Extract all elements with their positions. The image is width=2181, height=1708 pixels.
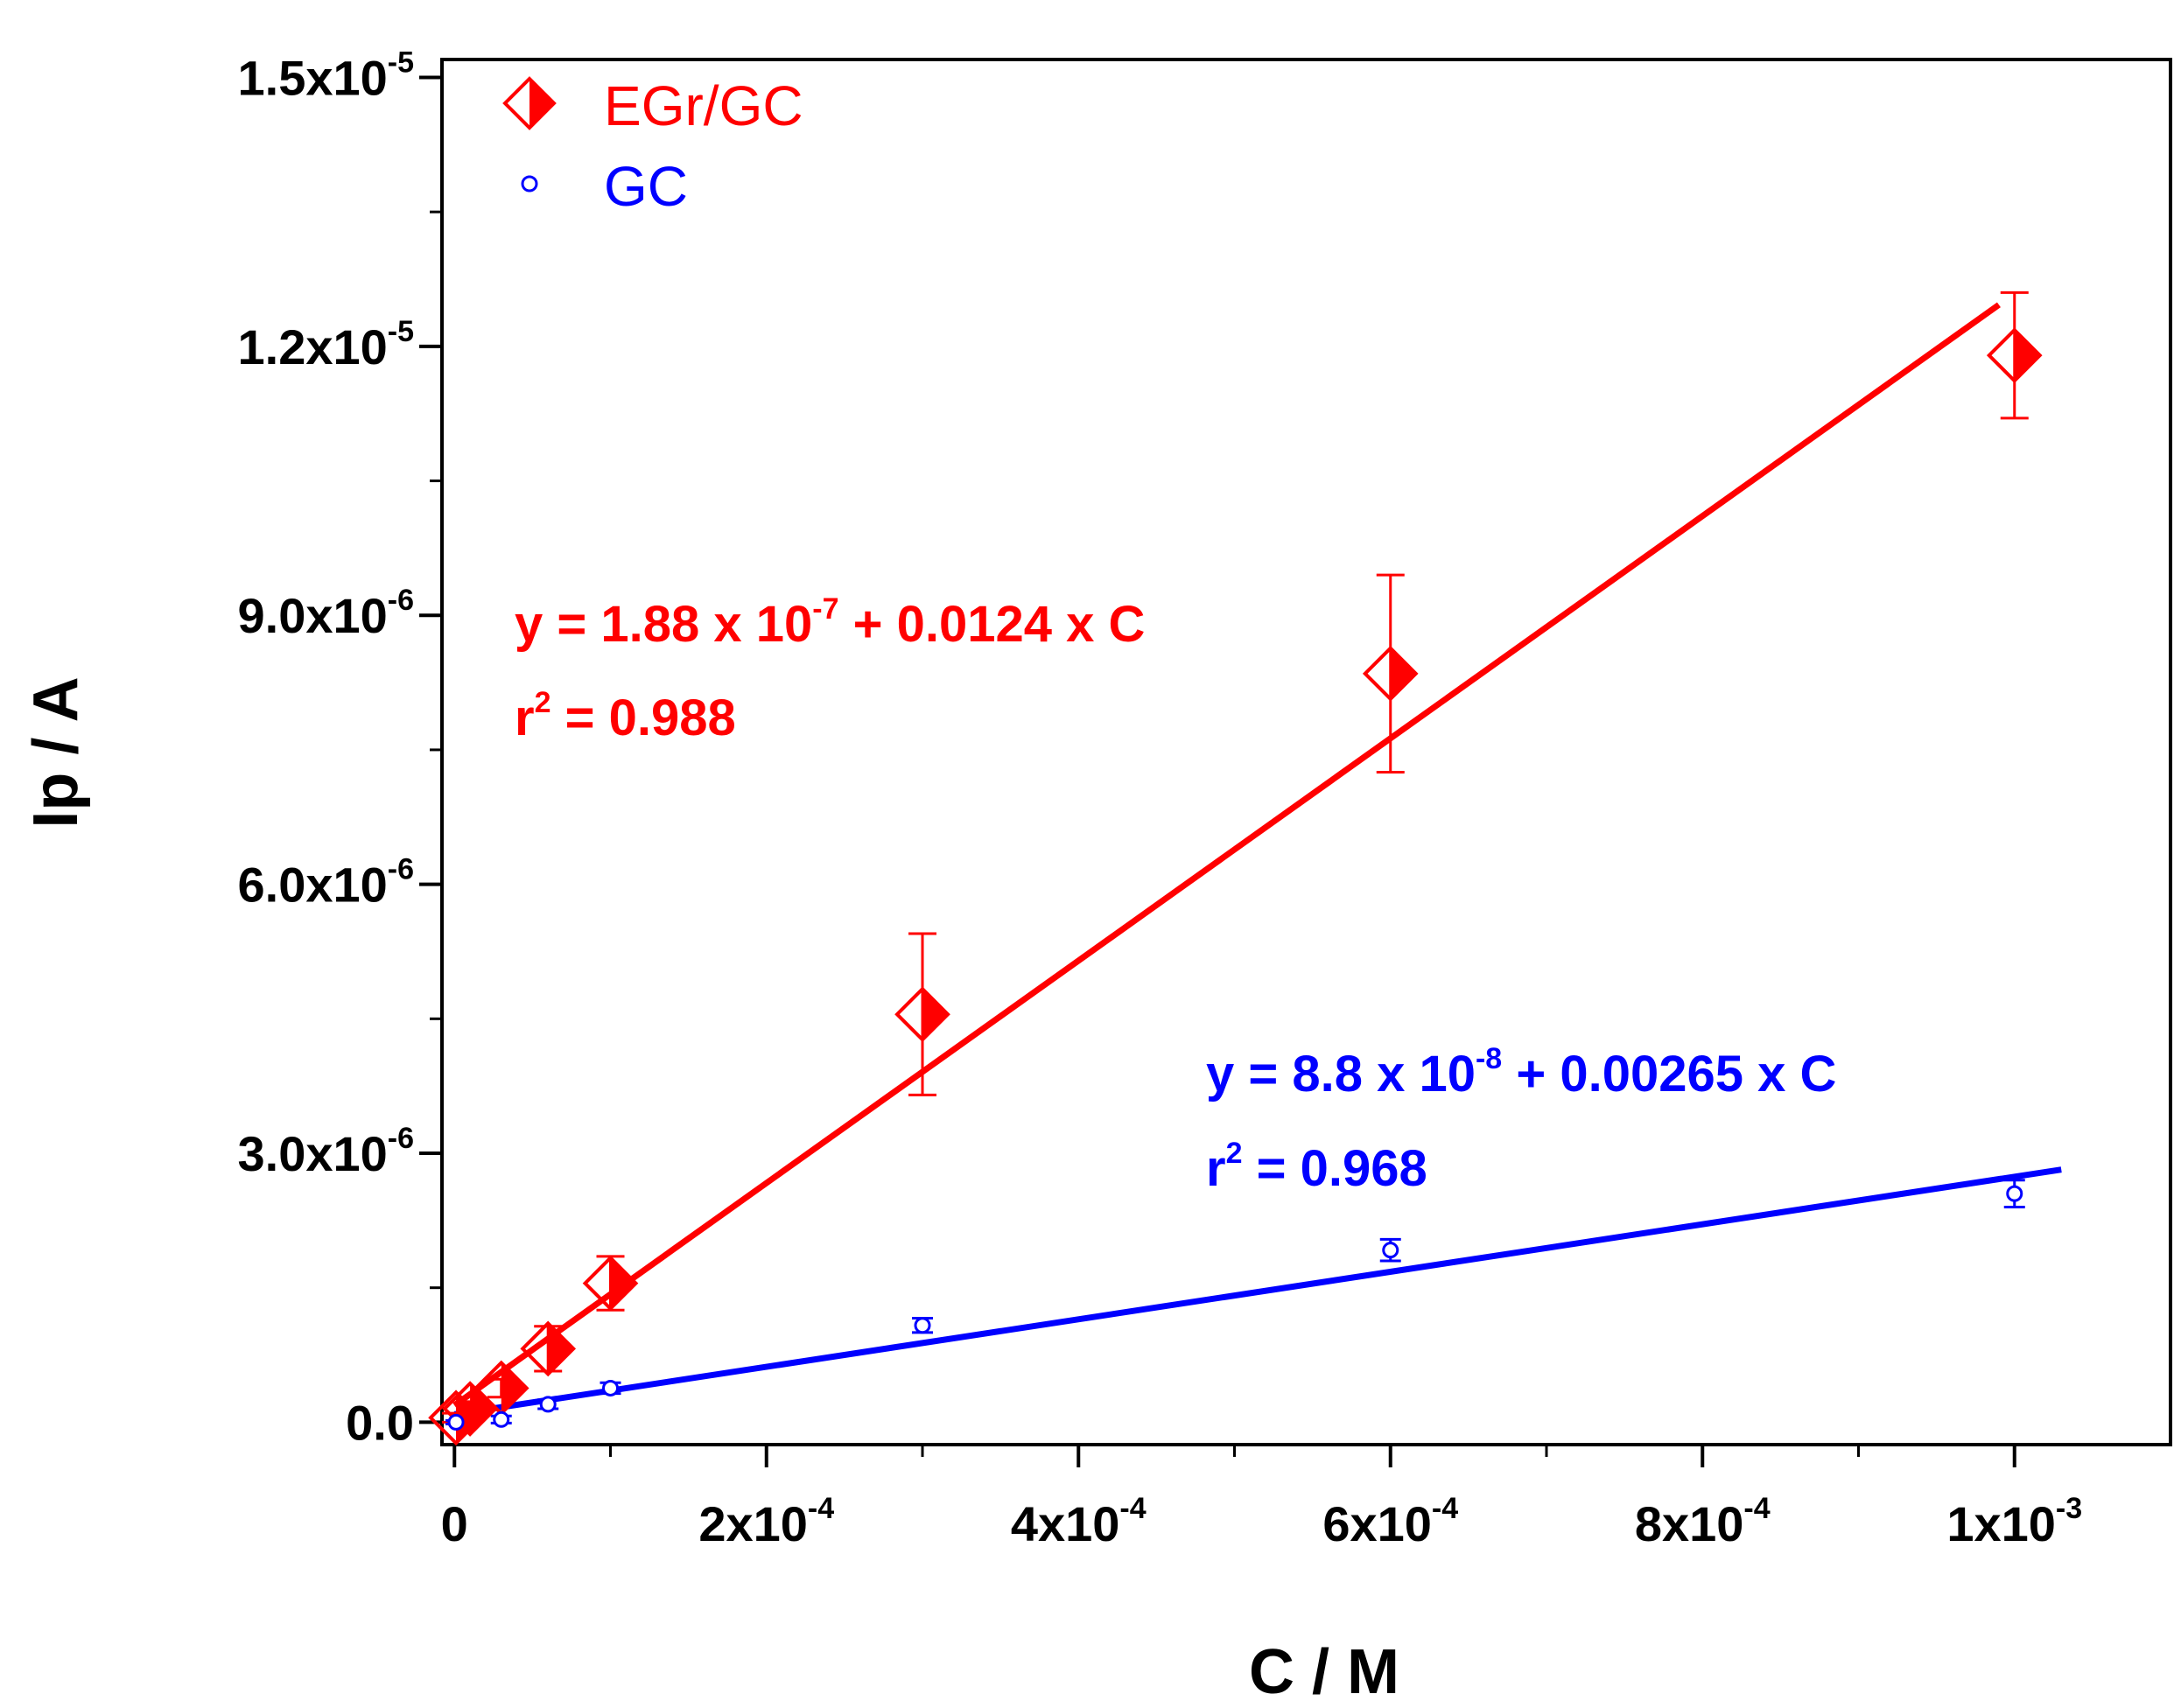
r2-egr-gc-line: r2 = 0.988	[515, 686, 736, 746]
tick-labels: 0 2x10-4 4x10-4 6x10-4 8x10-4 1x10-3 0.0 3.0x10…	[237, 46, 2082, 1551]
equation-gc-line: y = 8.8 x 10-8 + 0.00265 x C	[1206, 1042, 1836, 1102]
point-gc	[493, 1410, 510, 1428]
point-egr-gc-fill	[548, 1323, 574, 1375]
legend-diamond-marker-outline	[502, 76, 557, 130]
point-gc	[602, 1379, 620, 1396]
legend-label-gc: GC	[604, 155, 688, 218]
r2-gc-line: r2 = 0.968	[1206, 1137, 1427, 1197]
equation-egr-gc: y = 1.88 x 10-7 + 0.0124 x C r2 = 0.988	[515, 592, 1145, 746]
x-tick-label: 1x10-3	[1946, 1492, 2082, 1551]
legend-circle-marker	[521, 175, 538, 192]
fit-line-egr-gc	[452, 302, 2001, 1408]
x-tick-label: 2x10-4	[698, 1492, 834, 1551]
point-egr-gc-fill	[456, 1392, 482, 1444]
point-egr-gc-outline	[520, 1320, 577, 1377]
point-egr-gc-outline	[1362, 646, 1419, 702]
point-egr-gc-outline	[894, 986, 950, 1043]
fit-lines	[452, 302, 2062, 1418]
point-egr-gc	[582, 1255, 639, 1312]
point-egr-gc-outline	[582, 1255, 639, 1312]
y-tick-label: 1.5x10-5	[237, 46, 414, 105]
x-tick-label: 6x10-4	[1322, 1492, 1458, 1551]
error-bars	[442, 290, 2029, 1425]
equation-egr-gc-line: y = 1.88 x 10-7 + 0.0124 x C	[515, 592, 1145, 653]
x-tick-label: 0	[441, 1496, 468, 1551]
point-egr-gc-fill	[610, 1257, 636, 1309]
y-tick-label: 0.0	[346, 1395, 414, 1450]
point-egr-gc-fill	[922, 989, 949, 1040]
point-egr-gc-outline	[1986, 327, 2043, 383]
legend-marker-gc	[521, 175, 538, 192]
point-egr-gc	[1362, 646, 1419, 702]
point-egr-gc	[894, 986, 950, 1043]
point-gc	[1382, 1242, 1399, 1259]
point-egr-gc	[1986, 327, 2043, 383]
legend-diamond-marker	[502, 76, 557, 130]
point-egr-gc	[520, 1320, 577, 1377]
point-egr-gc-fill	[2014, 330, 2040, 382]
legend: EGr/GC GC	[502, 74, 803, 218]
y-tick-label: 1.2x10-5	[237, 315, 414, 374]
point-egr-gc-fill	[501, 1362, 527, 1414]
x-tick-label: 8x10-4	[1635, 1492, 1771, 1551]
data-points	[428, 327, 2043, 1446]
equation-gc: y = 8.8 x 10-8 + 0.00265 x C r2 = 0.968	[1206, 1042, 1836, 1197]
point-gc	[539, 1396, 557, 1413]
axis-ticks	[419, 75, 2016, 1467]
y-tick-label: 9.0x10-6	[237, 584, 414, 643]
x-tick-label: 4x10-4	[1011, 1492, 1147, 1551]
plot-frame	[440, 58, 2172, 1446]
point-egr-gc-fill	[470, 1383, 496, 1435]
y-tick-label: 3.0x10-6	[237, 1122, 414, 1181]
fit-line-gc	[453, 1166, 2062, 1418]
legend-marker-egr-gc	[502, 76, 557, 130]
point-egr-gc-fill	[1390, 648, 1416, 699]
y-axis-title: Ip / A	[21, 676, 91, 828]
legend-diamond-marker-fill	[529, 79, 554, 128]
point-gc	[447, 1413, 465, 1431]
point-gc	[2006, 1185, 2023, 1202]
legend-label-egr-gc: EGr/GC	[604, 74, 803, 137]
point-gc	[914, 1317, 931, 1334]
x-axis-title: C / M	[1249, 1637, 1399, 1707]
y-tick-label: 6.0x10-6	[237, 853, 414, 913]
